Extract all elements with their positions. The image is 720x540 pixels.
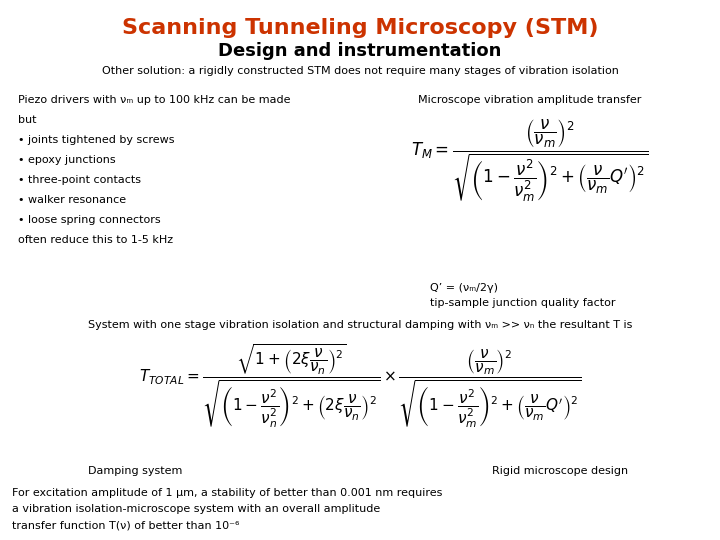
Text: $T_{TOTAL} = \dfrac{\sqrt{1 + \left(2\xi\dfrac{\nu}{\nu_n}\right)^2}}{\sqrt{\lef: $T_{TOTAL} = \dfrac{\sqrt{1 + \left(2\xi… [139,342,581,430]
Text: Microscope vibration amplitude transfer: Microscope vibration amplitude transfer [418,95,642,105]
Text: $T_M = \dfrac{\left(\dfrac{\nu}{\nu_m}\right)^2}{\sqrt{\left(1-\dfrac{\nu^2}{\nu: $T_M = \dfrac{\left(\dfrac{\nu}{\nu_m}\r… [411,118,649,205]
Text: Q’ = (νₘ/2γ): Q’ = (νₘ/2γ) [430,283,498,293]
Text: • three-point contacts: • three-point contacts [18,175,141,185]
Text: often reduce this to 1-5 kHz: often reduce this to 1-5 kHz [18,235,173,245]
Text: • loose spring connectors: • loose spring connectors [18,215,161,225]
Text: transfer function T(ν) of better than 10⁻⁶: transfer function T(ν) of better than 10… [12,520,239,530]
Text: but: but [18,115,37,125]
Text: System with one stage vibration isolation and structural damping with νₘ >> νₙ t: System with one stage vibration isolatio… [88,320,632,330]
Text: tip-sample junction quality factor: tip-sample junction quality factor [430,298,616,308]
Text: • walker resonance: • walker resonance [18,195,126,205]
Text: Scanning Tunneling Microscopy (STM): Scanning Tunneling Microscopy (STM) [122,18,598,38]
Text: a vibration isolation-microscope system with an overall amplitude: a vibration isolation-microscope system … [12,504,380,514]
Text: Piezo drivers with νₘ up to 100 kHz can be made: Piezo drivers with νₘ up to 100 kHz can … [18,95,290,105]
Text: Other solution: a rigidly constructed STM does not require many stages of vibrat: Other solution: a rigidly constructed ST… [102,66,618,76]
Text: Design and instrumentation: Design and instrumentation [218,42,502,60]
Text: Damping system: Damping system [88,466,182,476]
Text: Rigid microscope design: Rigid microscope design [492,466,628,476]
Text: • joints tightened by screws: • joints tightened by screws [18,135,174,145]
Text: • epoxy junctions: • epoxy junctions [18,155,116,165]
Text: For excitation amplitude of 1 μm, a stability of better than 0.001 nm requires: For excitation amplitude of 1 μm, a stab… [12,488,442,498]
